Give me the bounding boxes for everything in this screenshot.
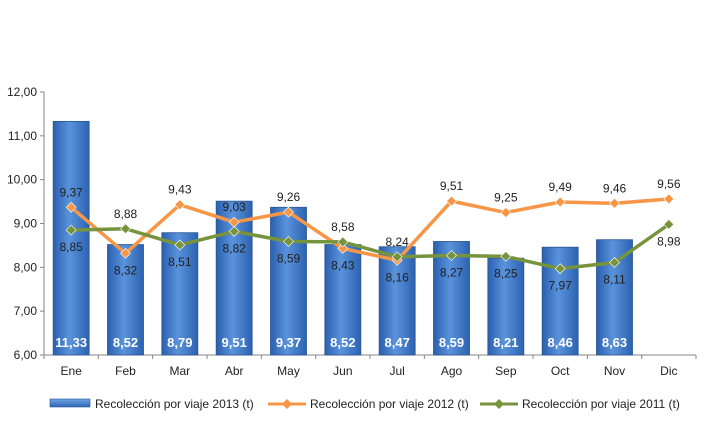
series-marker: [283, 206, 294, 218]
bar-value-label: 8,63: [602, 335, 627, 350]
x-tick-label: Dic: [660, 364, 677, 378]
series-2012-value-label: 9,49: [548, 180, 572, 194]
series-marker: [228, 225, 240, 237]
y-tick-label: 7,00: [14, 304, 38, 318]
x-tick-label: May: [277, 364, 300, 378]
x-tick-label: Abr: [225, 364, 244, 378]
x-tick-label: Feb: [115, 364, 136, 378]
bar: [270, 206, 307, 356]
series-2012-value-label: 8,43: [331, 258, 355, 272]
series-marker: [446, 250, 457, 261]
bar-value-label: 8,52: [330, 335, 355, 350]
series-2011-value-label: 8,51: [168, 255, 192, 269]
series-marker: [609, 257, 620, 268]
bar-value-label: 8,47: [385, 335, 410, 350]
legend-bar-swatch: [49, 398, 91, 408]
series-line: [71, 222, 670, 271]
bar: [161, 232, 199, 356]
series-marker: [554, 263, 566, 275]
series-2012-value-label: 9,37: [59, 185, 83, 199]
y-tick-label: 12,00: [7, 85, 37, 99]
series-2011-value-label: 8,24: [385, 235, 409, 249]
series-marker: [283, 236, 294, 247]
series-2011-value-label: 8,82: [222, 241, 246, 255]
series-2012-value-label: 8,16: [385, 270, 409, 284]
series-marker: [663, 193, 675, 205]
series-2012-value-label: 9,03: [222, 200, 246, 214]
legend-label-2012: Recolección por viaje 2012 (t): [310, 397, 469, 411]
series-line: [70, 197, 669, 263]
series-2012-value-label: 9,51: [440, 179, 464, 193]
x-tick-label: Jul: [389, 364, 404, 378]
series-marker: [337, 243, 349, 254]
bar-value-label: 8,52: [113, 335, 138, 350]
legend-label-2011: Recolección por viaje 2011 (t): [522, 397, 680, 411]
x-tick-label: Ene: [60, 364, 82, 378]
x-tick-label: Mar: [169, 364, 190, 378]
series-marker: [65, 201, 77, 213]
series-marker: [500, 207, 512, 218]
legend-marker-2011: [494, 399, 504, 409]
bar: [487, 257, 525, 356]
series-2011-value-label: 7,97: [548, 279, 572, 293]
y-tick-label: 8,00: [14, 260, 38, 274]
x-tick-label: Sep: [495, 364, 517, 378]
bar-value-label: 8,59: [439, 335, 464, 350]
series-2011-value-label: 8,98: [657, 234, 681, 248]
series-2011-value-label: 8,27: [440, 265, 464, 279]
bar-value-label: 11,33: [55, 335, 87, 350]
y-axis-ticks: 6,00 7,00 8,00 9,00 10,00 11,00 12,00: [7, 85, 44, 362]
x-axis-ticks: Ene Feb Mar Abr May Jun Jul Ago Sep Oct Nov Dic: [43, 355, 697, 378]
x-tick-label: Nov: [604, 364, 625, 378]
x-tick-label: Oct: [551, 364, 570, 378]
bar: [52, 120, 90, 356]
series-marker: [500, 250, 512, 262]
series-marker: [120, 247, 131, 259]
series-2012-value-label: 9,46: [603, 181, 627, 195]
series-marker: [120, 223, 131, 235]
x-tick-label: Ago: [441, 364, 463, 378]
legend: Recolección por viaje 2013 (t) Recolecció…: [49, 397, 680, 411]
series-marker: [337, 236, 349, 248]
series-marker: [174, 199, 186, 211]
series-marker: [609, 197, 620, 209]
series-marker: [174, 239, 186, 251]
bar-series: [52, 120, 633, 356]
series-marker: [663, 218, 675, 230]
line-series: [65, 193, 675, 275]
bar: [324, 244, 362, 356]
bar-value-label: 8,79: [167, 335, 192, 350]
bar: [107, 244, 144, 356]
y-tick-label: 6,00: [14, 348, 38, 362]
bar-value-label: 8,46: [548, 335, 573, 350]
series-2011-value-label: 8,25: [494, 266, 518, 280]
series-marker: [446, 195, 457, 207]
legend-label-2013: Recolección por viaje 2013 (t): [95, 397, 254, 411]
series-2012-value-label: 9,43: [168, 183, 192, 197]
bar-value-label: 8,21: [493, 335, 518, 350]
data-labels: 11,33 8,52 8,79 9,51 9,37 8,52 8,47 8,59 8,21 8,4…: [55, 177, 681, 350]
series-2011-value-label: 8,11: [603, 273, 626, 287]
series-2012-value-label: 9,56: [657, 177, 681, 191]
series-2011-value-label: 8,58: [331, 220, 355, 234]
y-tick-label: 10,00: [7, 173, 37, 187]
bar-value-label: 9,51: [222, 335, 247, 350]
y-tick-label: 11,00: [8, 129, 37, 143]
y-tick-label: 9,00: [14, 217, 38, 231]
series-2011-value-label: 8,59: [277, 251, 301, 265]
legend-marker-2012: [282, 399, 292, 409]
series-marker: [391, 251, 403, 263]
series-2011-value-label: 8,85: [59, 240, 83, 254]
series-2012-value-label: 9,26: [277, 190, 301, 204]
bar-value-label: 9,37: [276, 335, 301, 350]
x-tick-label: Jun: [333, 364, 352, 378]
series-marker: [554, 196, 566, 208]
series-2011-value-label: 8,88: [114, 207, 138, 221]
series-2012-value-label: 9,25: [494, 191, 518, 205]
series-2012-value-label: 8,32: [114, 263, 138, 277]
series-marker: [65, 224, 77, 236]
